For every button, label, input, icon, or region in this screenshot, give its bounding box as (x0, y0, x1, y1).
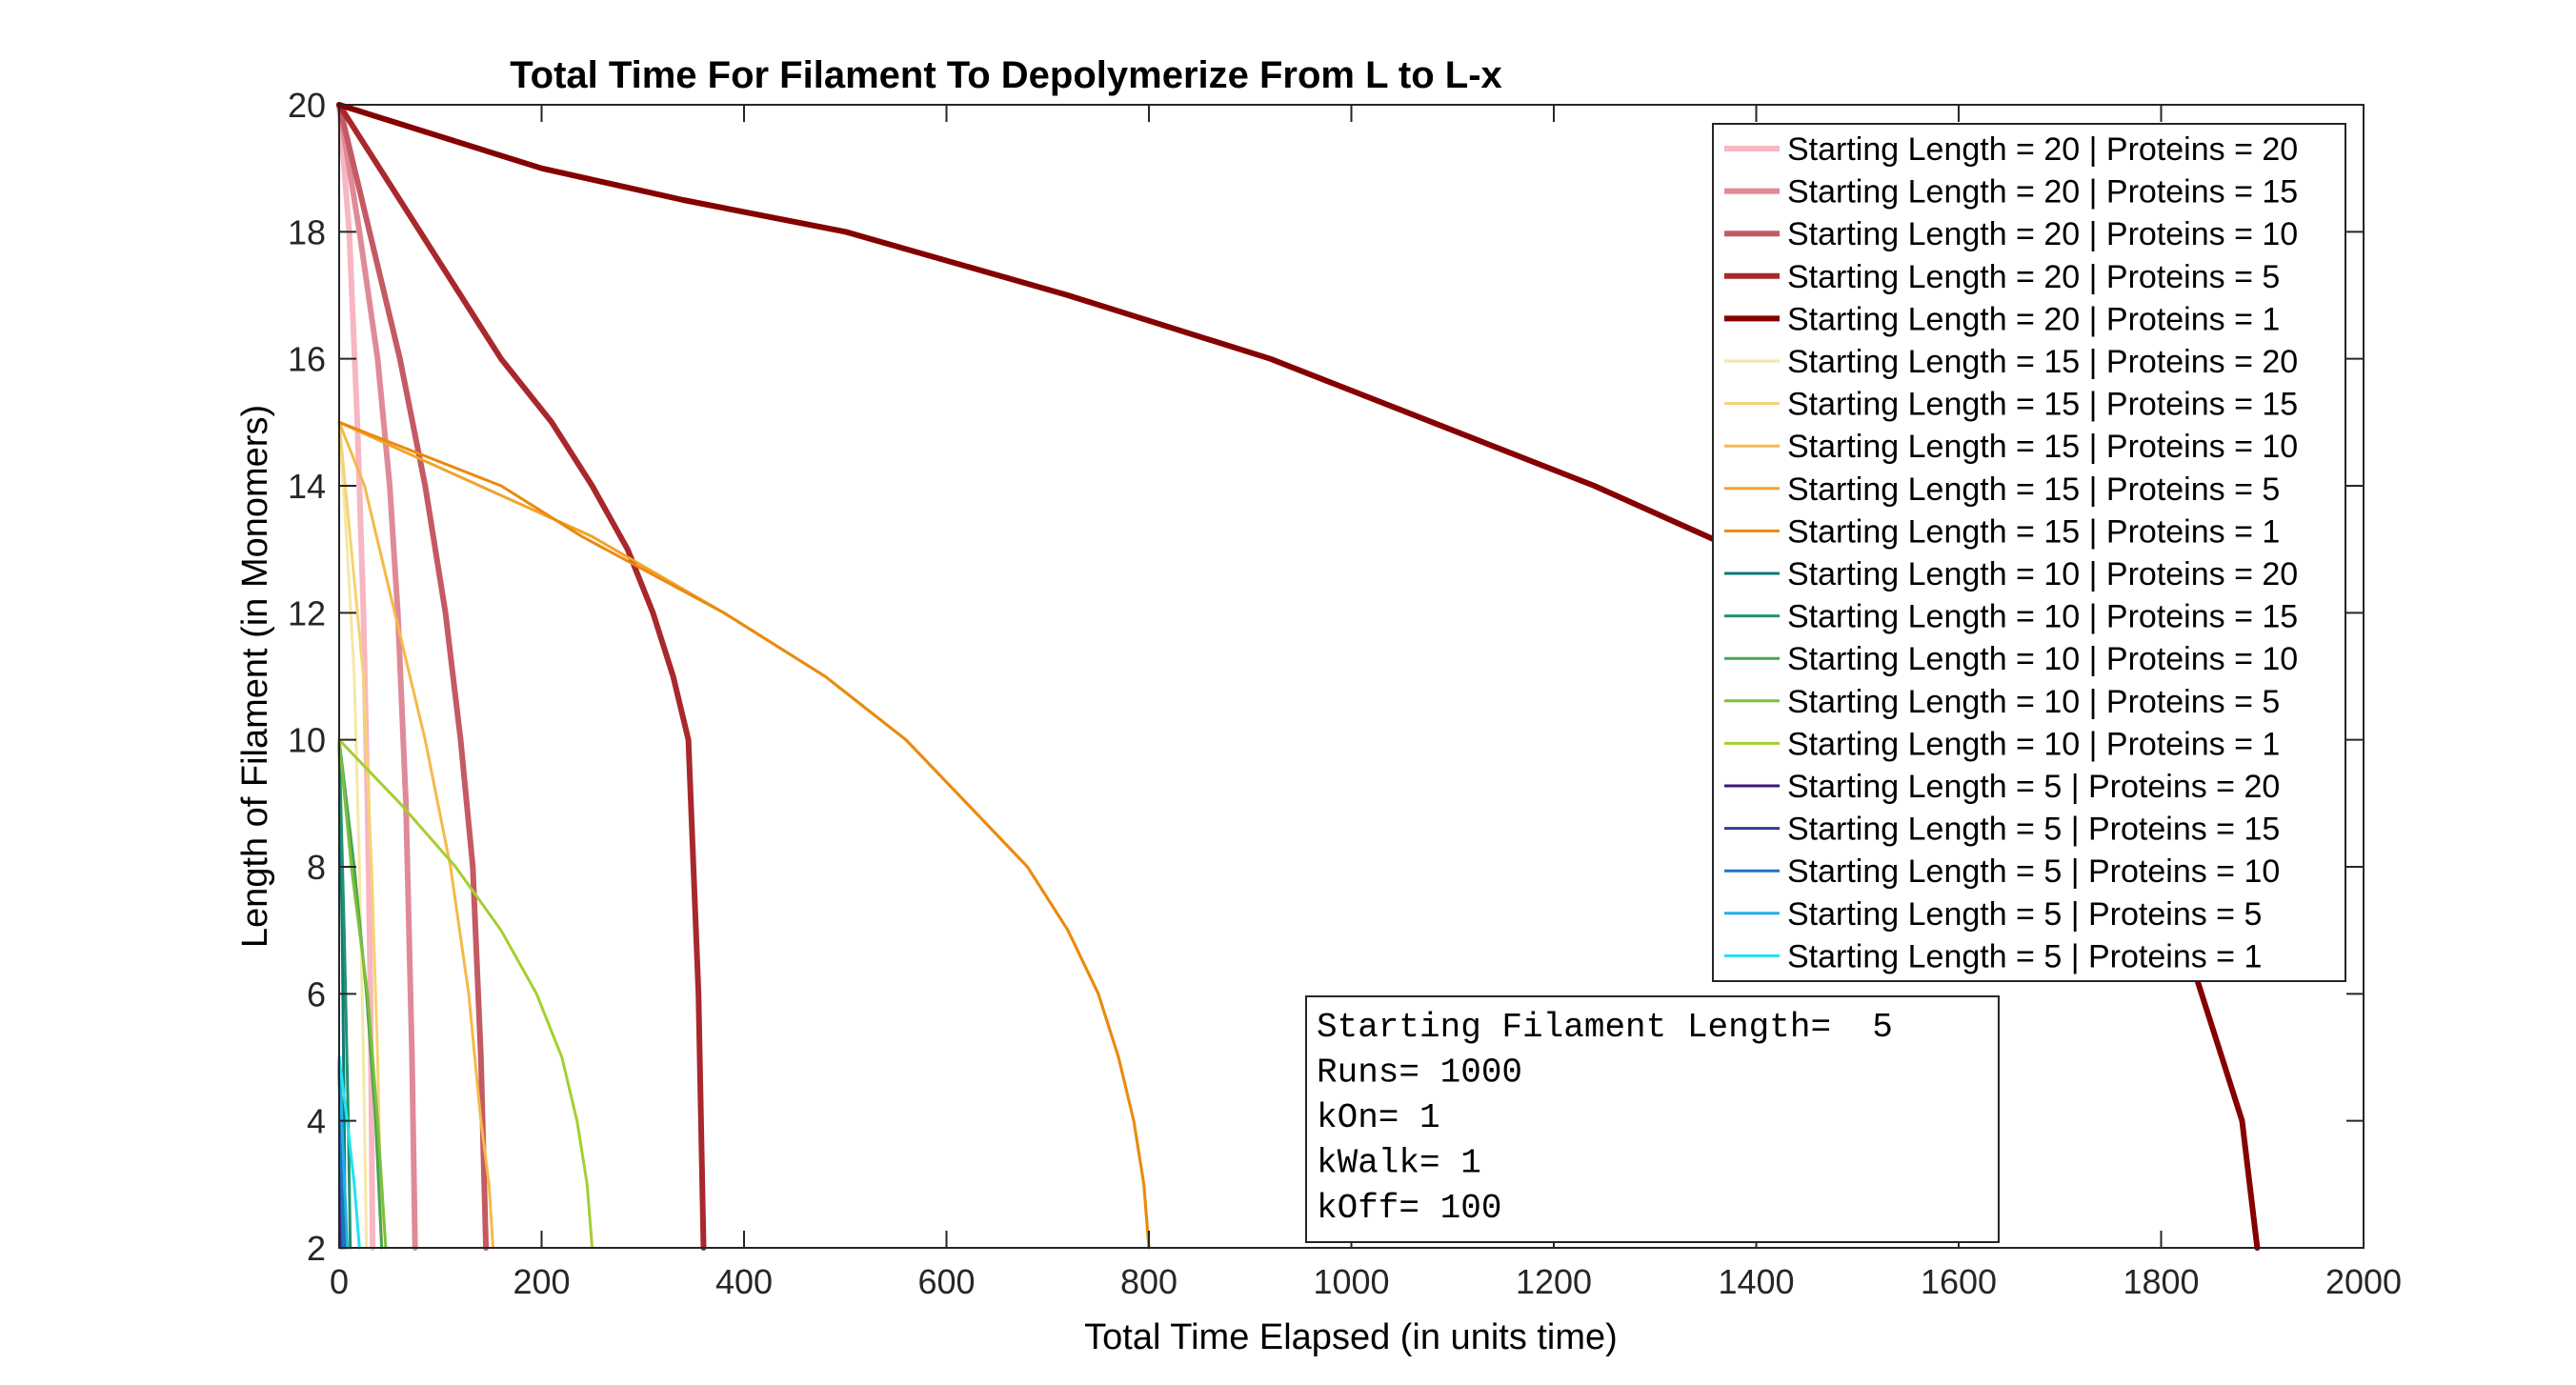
x-tick-label: 1600 (1921, 1262, 1997, 1301)
y-tick-label: 12 (288, 593, 326, 632)
legend-label: Starting Length = 20 | Proteins = 20 (1787, 131, 2298, 168)
legend-label: Starting Length = 15 | Proteins = 15 (1787, 387, 2298, 423)
y-tick-label: 6 (307, 974, 326, 1014)
series-line-20 (337, 1055, 361, 1250)
chart-title: Total Time For Filament To Depolymerize … (510, 54, 1502, 96)
legend-label: Starting Length = 5 | Proteins = 5 (1787, 896, 2262, 933)
series-line-10 (337, 420, 1151, 1250)
legend-label: Starting Length = 5 | Proteins = 1 (1787, 938, 2262, 974)
x-tick-label: 600 (917, 1262, 975, 1301)
annotation-box: Starting Filament Length= 5 Runs= 1000 kOn… (1305, 995, 2000, 1243)
y-axis-label: Length of Filament (in Monomers) (235, 405, 275, 948)
y-tick-label: 16 (288, 340, 326, 379)
series-line-3 (336, 102, 490, 1251)
legend-label: Starting Length = 10 | Proteins = 20 (1787, 556, 2298, 592)
legend-label: Starting Length = 20 | Proteins = 1 (1787, 301, 2280, 337)
y-tick-label: 14 (288, 467, 326, 506)
legend: Starting Length = 20 | Proteins = 20 Star… (1712, 123, 2346, 982)
y-tick-label: 8 (307, 848, 326, 887)
series-line-12 (337, 738, 352, 1250)
y-tick-label: 20 (288, 86, 326, 125)
series-line-9 (337, 420, 1151, 1250)
legend-label: Starting Length = 20 | Proteins = 10 (1787, 216, 2298, 252)
legend-label: Starting Length = 15 | Proteins = 5 (1787, 472, 2280, 508)
series-line-15 (337, 738, 594, 1250)
x-axis-ticks: 0 200 400 600 800 1000 1200 1400 1600 1800 2000 (330, 105, 2402, 1301)
y-tick-label: 2 (307, 1229, 326, 1268)
legend-label: Starting Length = 15 | Proteins = 10 (1787, 429, 2298, 465)
x-tick-label: 1400 (1718, 1262, 1794, 1301)
y-tick-label: 4 (307, 1102, 326, 1141)
legend-label: Starting Length = 5 | Proteins = 20 (1787, 769, 2280, 805)
legend-items: Starting Length = 20 | Proteins = 20 Star… (1724, 131, 2298, 974)
annotation-line: kWalk= 1 (1317, 1144, 1481, 1183)
y-tick-label: 18 (288, 212, 326, 251)
legend-label: Starting Length = 10 | Proteins = 10 (1787, 641, 2298, 677)
x-tick-label: 800 (1120, 1262, 1177, 1301)
series-line-14 (337, 738, 388, 1250)
annotation-lines: Starting Filament Length= 5 Runs= 1000 kOn… (1317, 1008, 1893, 1228)
series-line-8 (337, 420, 494, 1250)
annotation-line: Starting Filament Length= 5 (1317, 1008, 1893, 1047)
series-line-4 (336, 102, 707, 1251)
annotation-line: kOff= 100 (1317, 1189, 1501, 1228)
x-tick-label: 2000 (2325, 1262, 2402, 1301)
legend-label: Starting Length = 10 | Proteins = 5 (1787, 684, 2280, 720)
x-tick-label: 400 (715, 1262, 773, 1301)
x-tick-label: 1800 (2123, 1262, 2199, 1301)
x-axis-label: Total Time Elapsed (in units time) (1084, 1317, 1618, 1357)
legend-label: Starting Length = 15 | Proteins = 20 (1787, 344, 2298, 380)
x-tick-label: 1200 (1516, 1262, 1592, 1301)
x-tick-label: 0 (330, 1262, 349, 1301)
legend-label: Starting Length = 20 | Proteins = 15 (1787, 174, 2298, 211)
y-tick-label: 10 (288, 721, 326, 760)
x-tick-label: 200 (513, 1262, 570, 1301)
legend-label: Starting Length = 5 | Proteins = 10 (1787, 853, 2280, 890)
series-line-19 (337, 1055, 349, 1250)
annotation-line: Runs= 1000 (1317, 1054, 1522, 1093)
series-line-7 (337, 420, 384, 1250)
series-line-2 (336, 102, 418, 1251)
annotation-line: kOn= 1 (1317, 1098, 1440, 1137)
legend-label: Starting Length = 20 | Proteins = 5 (1787, 259, 2280, 295)
legend-label: Starting Length = 10 | Proteins = 15 (1787, 599, 2298, 635)
x-tick-label: 1000 (1313, 1262, 1389, 1301)
series-line-6 (337, 420, 369, 1250)
legend-label: Starting Length = 10 | Proteins = 1 (1787, 726, 2280, 762)
legend-label: Starting Length = 5 | Proteins = 15 (1787, 812, 2280, 848)
y-axis-ticks: 2 4 6 8 10 12 14 16 18 20 (288, 86, 2364, 1268)
legend-label: Starting Length = 15 | Proteins = 1 (1787, 513, 2280, 550)
